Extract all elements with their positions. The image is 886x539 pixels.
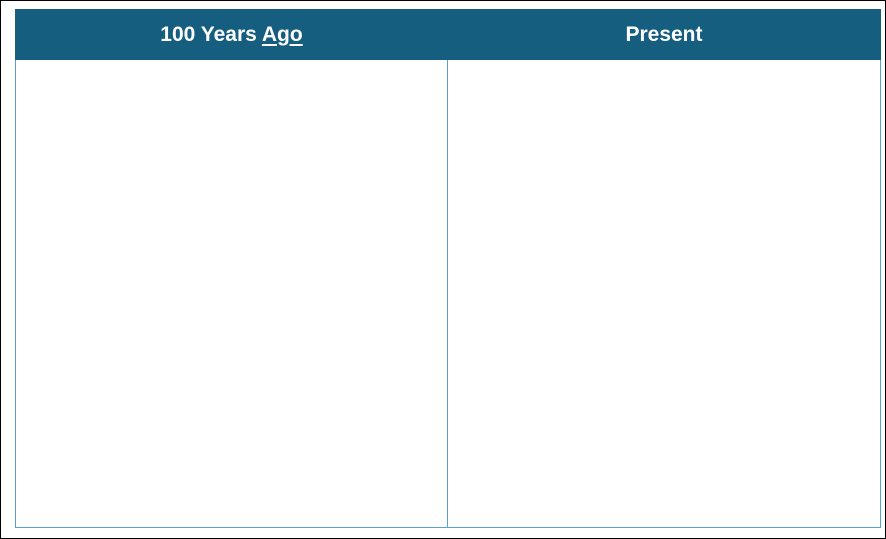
header-cell-100-years-ago: 100 Years Ago	[15, 9, 448, 60]
cell-100-years-ago[interactable]	[15, 59, 448, 528]
header-label: 100 Years	[160, 22, 262, 46]
header-label-underlined: Ago	[261, 22, 303, 46]
header-cell-present: Present	[447, 9, 881, 60]
body-row	[15, 59, 881, 528]
header-row: 100 Years Ago Present	[15, 9, 881, 60]
comparison-table: 100 Years Ago Present	[15, 9, 881, 528]
cell-present[interactable]	[447, 59, 881, 528]
header-label: Present	[625, 22, 703, 46]
